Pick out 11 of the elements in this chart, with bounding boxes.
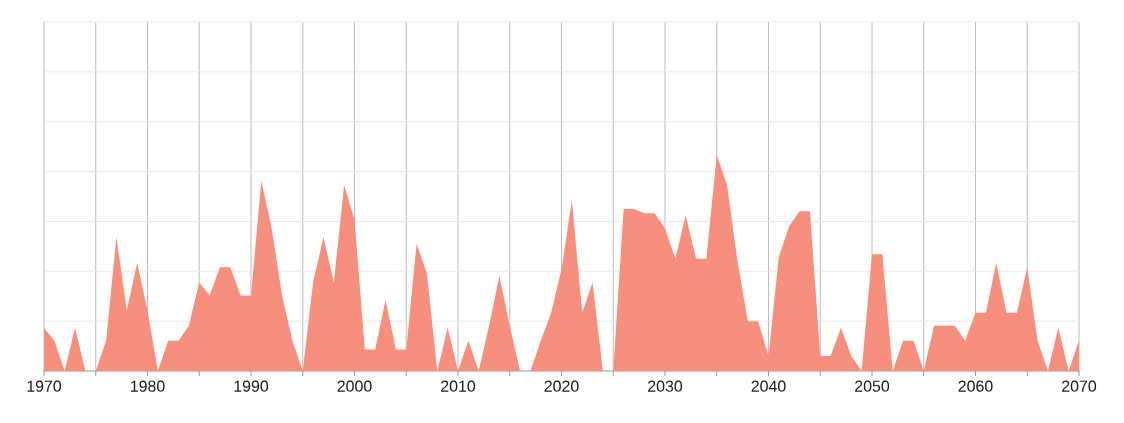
x-tick-label: 1980 (130, 380, 165, 392)
x-tick-label: 2020 (544, 380, 579, 392)
x-tick-label: 2010 (441, 380, 476, 392)
x-tick-label: 2050 (855, 380, 890, 392)
x-tick-label: 2030 (648, 380, 683, 392)
x-tick-label: 1990 (234, 380, 269, 392)
x-tick-label: 2040 (751, 380, 786, 392)
x-tick-label: 2060 (958, 380, 993, 392)
x-tick-label: 2070 (1062, 380, 1097, 392)
x-tick-label: 1970 (27, 380, 62, 392)
x-tick-label: 2000 (337, 380, 372, 392)
